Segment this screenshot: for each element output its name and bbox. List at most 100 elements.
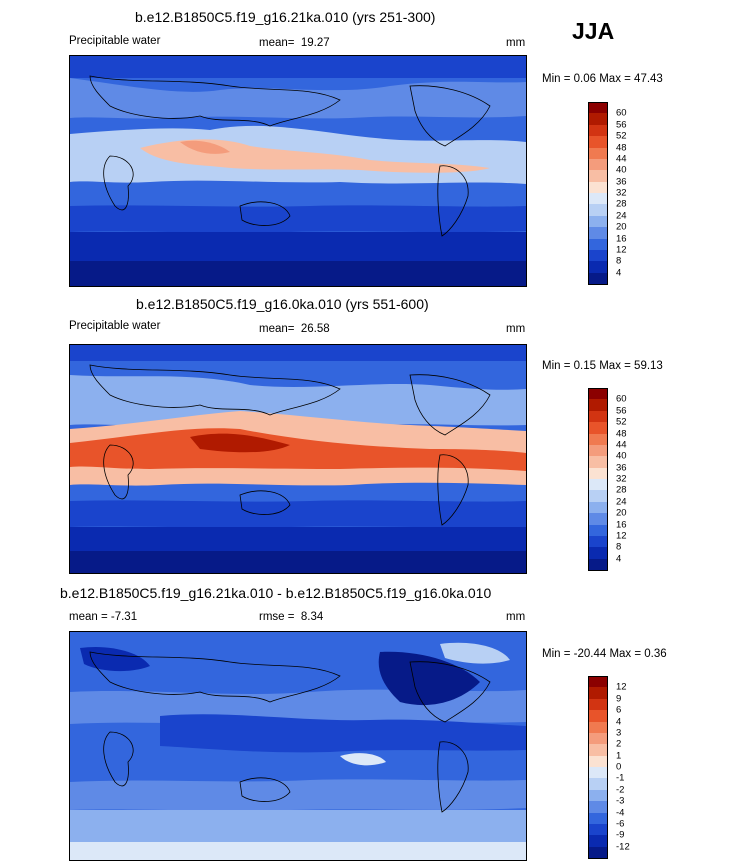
- colorbar-segment: [588, 846, 608, 859]
- colorbar-tick-label: 40: [616, 450, 627, 462]
- panel-3-north-america-deficit: [378, 651, 480, 706]
- panel-2-antarctic: [70, 551, 526, 573]
- colorbar-segment: [588, 778, 608, 791]
- colorbar-segment: [588, 524, 608, 537]
- colorbar-tick-label: -2: [616, 784, 625, 796]
- colorbar-tick-label: 4: [616, 267, 622, 279]
- colorbar-segment: [588, 698, 608, 711]
- colorbar-tick-label: 9: [616, 693, 622, 705]
- panel-1-warm-core: [180, 140, 230, 154]
- panel-3-tropical-deficit: [160, 714, 526, 753]
- colorbar-segment: [588, 422, 608, 434]
- panel-1-contour-map: [70, 56, 526, 286]
- panel-3-greenland-small: [440, 642, 510, 664]
- colorbar-tick-label: 16: [616, 233, 627, 244]
- panel-2-coastlines: [89, 364, 491, 526]
- colorbar-segment: [588, 249, 608, 262]
- colorbar-segment: [588, 444, 608, 457]
- panel-3-mean-label: mean = -7.31: [69, 611, 138, 623]
- colorbar-segment: [588, 124, 608, 137]
- colorbar-segment: [588, 490, 608, 503]
- panel-3-map: [69, 631, 527, 861]
- colorbar-tick-label: 48: [616, 428, 627, 439]
- colorbar-tick-label: 0: [616, 761, 622, 773]
- colorbar-segment: [588, 113, 608, 126]
- panel-1-units: mm: [506, 37, 526, 49]
- colorbar-tick-label: 20: [616, 221, 627, 233]
- colorbar-segment: [588, 547, 608, 560]
- colorbar-segment: [588, 204, 608, 217]
- panel-2-arctic-band: [70, 345, 526, 361]
- colorbar-segment: [588, 513, 608, 525]
- colorbar-segment: [588, 767, 608, 779]
- colorbar-segment: [588, 501, 608, 514]
- colorbar-segment: [588, 456, 608, 469]
- colorbar-tick-label: 60: [616, 107, 627, 119]
- colorbar-segment: [588, 170, 608, 183]
- panel-2-mean-value: 26.58: [300, 323, 330, 335]
- colorbar-tick-label: 32: [616, 473, 627, 485]
- panel-2-itcz-core: [70, 428, 526, 471]
- panel-2-colorbar: 60 56 52 48 44 40 36 32 28 24 20 16 12 8 4: [588, 388, 648, 571]
- colorbar-segment: [588, 227, 608, 239]
- panel-3-coastlines: [89, 651, 491, 813]
- panel-1-mean-label: mean= 19.27: [259, 37, 330, 49]
- panel-2-minmax: Min = 0.15 Max = 59.13: [542, 360, 663, 372]
- colorbar-segment: [588, 158, 608, 171]
- colorbar-segment: [588, 147, 608, 160]
- panel-2-midlat-north: [70, 375, 526, 428]
- panel-2-map: [69, 344, 527, 574]
- panel-3-south-ocean: [70, 810, 526, 844]
- panel-2-southern-band: [70, 500, 526, 528]
- colorbar-segment: [588, 801, 608, 813]
- colorbar-segment: [588, 238, 608, 251]
- colorbar-tick-label: 52: [616, 130, 627, 142]
- colorbar-segment: [588, 755, 608, 768]
- colorbar-segment: [588, 812, 608, 825]
- colorbar-segment: [588, 136, 608, 148]
- colorbar-tick-label: 52: [616, 416, 627, 428]
- colorbar-segment: [588, 823, 608, 836]
- colorbar-tick-label: 28: [616, 198, 627, 210]
- panel-2-contour-map: [70, 345, 526, 573]
- panel-3-rmse-value: 8.34: [300, 611, 324, 623]
- colorbar-tick-label: -1: [616, 772, 625, 784]
- colorbar-tick-label: 44: [616, 439, 627, 451]
- panel-1-midlat-north: [70, 78, 526, 119]
- panel-3-antarctic: [70, 842, 526, 860]
- colorbar-segment: [588, 721, 608, 734]
- colorbar-tick-label: 56: [616, 119, 627, 131]
- colorbar-segment: [588, 558, 608, 571]
- colorbar-tick-label: 1: [616, 750, 622, 762]
- panel-1-field-label: Precipitable water: [69, 35, 161, 47]
- colorbar-segment: [588, 535, 608, 548]
- colorbar-segment: [588, 710, 608, 722]
- colorbar-segment: [588, 744, 608, 757]
- panel-2-title: b.e12.B1850C5.f19_g16.0ka.010 (yrs 551-6…: [136, 296, 429, 312]
- panel-1-southern-band: [70, 205, 526, 233]
- colorbar-tick-label: 24: [616, 496, 627, 508]
- panel-3-colorbar: 12 9 6 4 3 2 1 0 -1 -2 -3 -4 -6 -9 -12: [588, 676, 648, 859]
- colorbar-tick-label: -3: [616, 795, 625, 807]
- colorbar-segment: [588, 479, 608, 491]
- colorbar-tick-label: -9: [616, 829, 625, 841]
- colorbar-tick-label: 3: [616, 727, 622, 739]
- colorbar-segment: [588, 102, 608, 114]
- colorbar-tick-label: 8: [616, 541, 622, 553]
- panel-3-units: mm: [506, 611, 526, 623]
- colorbar-tick-label: 24: [616, 210, 627, 222]
- colorbar-segment: [588, 433, 608, 446]
- colorbar-segment: [588, 215, 608, 228]
- colorbar-tick-label: 6: [616, 704, 622, 716]
- panel-1-antarctic: [70, 261, 526, 286]
- colorbar-tick-label: 60: [616, 393, 627, 405]
- panel-1-map: [69, 55, 527, 287]
- colorbar-tick-label: 56: [616, 405, 627, 417]
- colorbar-segment: [588, 835, 608, 848]
- panel-1-colorbar: 60 56 52 48 44 40 36 32 28 24 20 16 12 8 4: [588, 102, 648, 285]
- colorbar-tick-label: 2: [616, 738, 622, 750]
- colorbar-tick-label: 12: [616, 244, 627, 256]
- colorbar-segment: [588, 732, 608, 745]
- colorbar-segment: [588, 410, 608, 423]
- colorbar-tick-label: 4: [616, 553, 622, 565]
